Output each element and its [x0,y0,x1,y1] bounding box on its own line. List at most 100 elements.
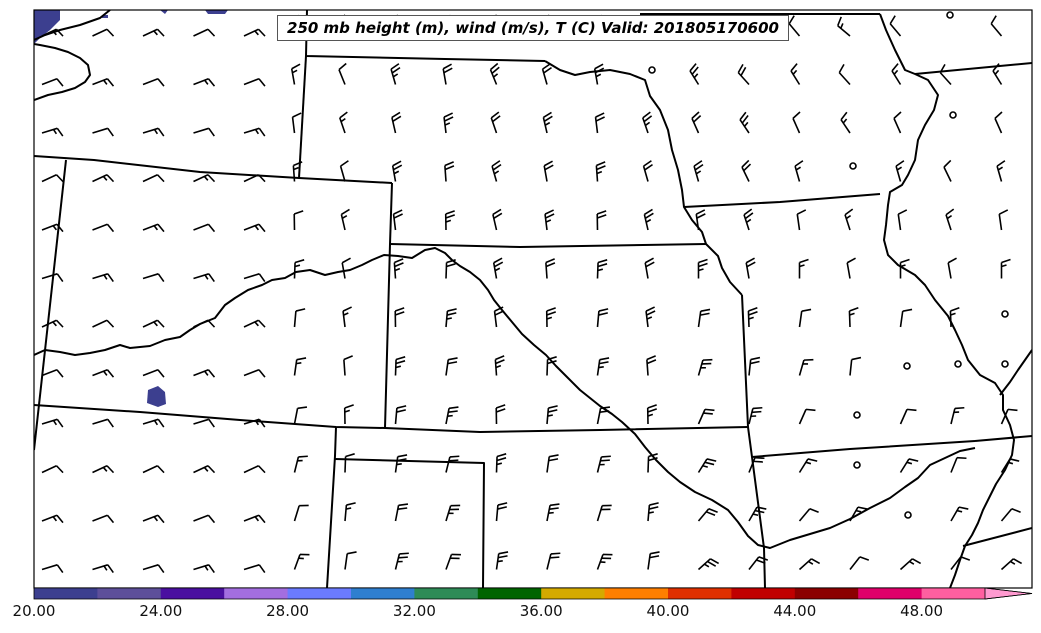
wind-barb [899,558,922,571]
wind-barb [596,406,611,425]
wind-barb [848,306,859,328]
wind-barb [442,63,453,85]
wind-barb [947,257,957,279]
wind-barb [41,127,64,137]
wind-barb [844,208,854,231]
wind-barb [142,273,165,283]
wind-barb [243,273,266,283]
wind-barb [495,551,509,570]
wind-barb [1000,408,1018,425]
wind-barb [836,16,851,37]
calm-wind-marker [853,411,861,419]
colorbar-segment [34,588,98,599]
wind-barb [792,111,801,134]
wind-barb [596,210,607,231]
wind-barb [489,62,500,85]
wind-barb [596,553,613,570]
wind-barb [899,258,910,279]
temperature-patch [160,10,168,14]
wind-barb [596,357,610,376]
calm-wind-marker [903,362,911,370]
colorbar-segment [921,588,986,599]
wind-barb [391,160,403,182]
wind-barb [794,160,804,182]
wind-barb [939,63,952,86]
wind-barb [443,112,454,134]
colorbar-segment [477,588,542,599]
wind-barb [41,174,64,183]
wind-barb [92,223,115,233]
state-boundary [389,243,707,248]
wind-barb [697,408,715,425]
wind-barb [92,564,114,574]
wind-barb [41,28,64,37]
calm-markers [648,11,1009,519]
temperature-patch [205,10,228,14]
calm-wind-marker [849,162,857,170]
wind-barb [193,465,216,474]
wind-barb [243,564,266,574]
wind-barb [798,358,814,376]
wind-barb [193,564,215,574]
wind-barb [444,210,456,231]
wind-barb [394,405,407,425]
wind-barb [142,319,165,328]
wind-barb [393,258,404,279]
wind-barb [646,355,657,376]
wind-barb [697,507,718,522]
calm-wind-marker [1001,360,1009,368]
calm-wind-marker [904,511,912,519]
wind-barb [492,208,503,231]
wind-barb [494,355,505,376]
wind-barb [293,357,307,376]
wind-barb [998,209,1009,231]
wind-barb [495,404,506,425]
wind-barb [193,418,215,428]
wind-barb [243,319,266,328]
calm-wind-marker [954,360,962,368]
wind-barb [243,465,266,474]
wind-barb [697,458,717,473]
wind-barb [990,15,1003,37]
colorbar [33,587,1033,600]
wind-barb [697,358,713,376]
wind-barb [340,208,350,231]
wind-barb [445,259,456,279]
wind-barb [647,502,659,522]
colorbar-tick-label: 48.00 [900,602,944,620]
calm-wind-marker [949,111,957,119]
wind-barb [790,63,801,85]
wind-barb [243,223,266,233]
wind-barb [840,111,851,134]
wind-barb [142,127,165,137]
wind-barb [293,259,305,279]
wind-barb [243,127,266,137]
wind-barb [193,28,216,37]
wind-barb [41,465,64,474]
wind-barb [544,209,555,231]
wind-barb [490,111,501,134]
temperature-patch [34,10,60,44]
wind-barb [445,357,458,376]
wind-barb [899,408,917,425]
colorbar-extend-arrow [984,587,1033,600]
wind-barb [293,504,309,522]
wind-barb [41,369,64,378]
wind-barb [647,551,660,570]
wind-barb [394,503,409,522]
wind-barb [798,458,818,473]
wind-barb [92,174,115,183]
wind-barb [596,455,611,473]
wind-barb [243,174,266,183]
state-boundary [879,13,1015,588]
calm-wind-marker [946,11,954,19]
colorbar-segment [97,588,162,599]
state-boundary [751,440,976,458]
wind-barb [243,78,266,87]
wind-barb [545,258,556,279]
wind-barb [643,208,654,231]
wind-barb [342,306,352,328]
wind-barb [243,369,266,378]
wind-barb [243,28,266,37]
